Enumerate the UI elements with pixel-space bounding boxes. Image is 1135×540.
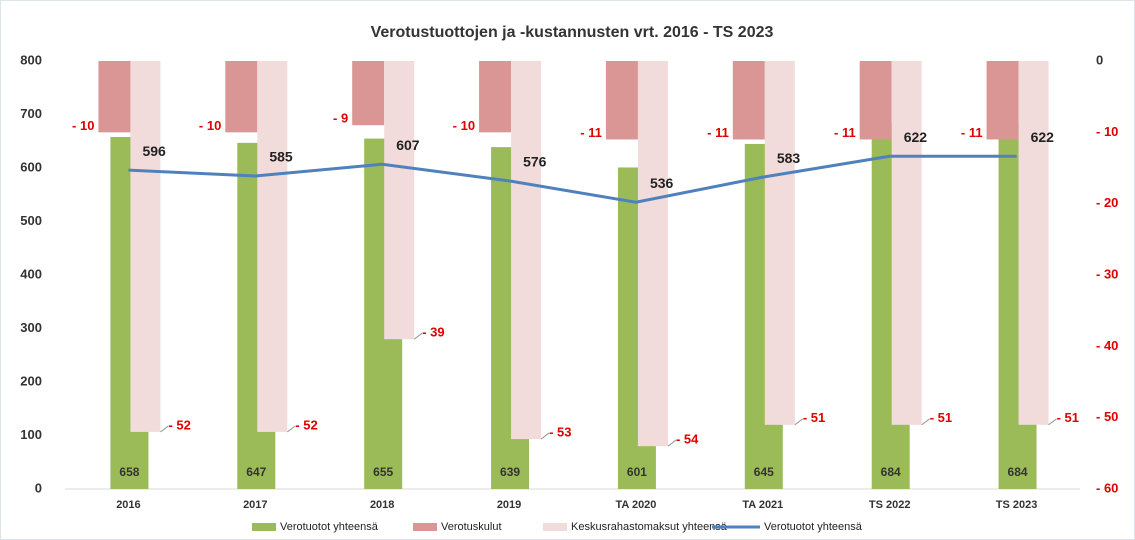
- data-label: 576: [523, 154, 547, 170]
- data-label: 536: [650, 175, 674, 191]
- y2-tick-label: 0: [1096, 52, 1103, 67]
- data-label: 596: [142, 143, 166, 159]
- data-label: 645: [754, 465, 774, 479]
- bar: [257, 61, 288, 432]
- y-tick-label: 400: [20, 266, 42, 281]
- y2-tick-label: - 10: [1096, 124, 1118, 139]
- data-label: - 39: [422, 325, 444, 340]
- data-label: 607: [396, 137, 420, 153]
- data-label: - 11: [580, 125, 602, 140]
- data-label: 684: [881, 465, 901, 479]
- x-tick-label: 2018: [370, 499, 394, 511]
- data-label: - 10: [199, 118, 221, 133]
- y-tick-label: 300: [20, 320, 42, 335]
- bar: [637, 61, 668, 447]
- data-label: 684: [1008, 465, 1028, 479]
- data-label: - 9: [333, 111, 348, 126]
- bar: [511, 61, 542, 440]
- x-tick-label: TA 2020: [615, 499, 656, 511]
- leader-line: [667, 439, 677, 447]
- y-tick-label: 200: [20, 373, 42, 388]
- data-label: 655: [373, 465, 393, 479]
- data-label: - 51: [1057, 410, 1079, 425]
- y-tick-label: 600: [20, 159, 42, 174]
- bar: [98, 61, 131, 133]
- y2-tick-label: - 30: [1096, 266, 1118, 281]
- bar: [384, 61, 415, 340]
- data-label: - 51: [930, 410, 952, 425]
- data-label: - 51: [803, 410, 825, 425]
- y2-tick-label: - 20: [1096, 195, 1118, 210]
- legend-swatch: [543, 523, 567, 531]
- data-label: 601: [627, 465, 647, 479]
- x-tick-label: 2016: [116, 499, 140, 511]
- chart-title: Verotustuottojen ja -kustannusten vrt. 2…: [371, 24, 774, 41]
- data-label: 622: [904, 129, 928, 145]
- leader-line: [287, 425, 296, 433]
- bar: [479, 61, 512, 133]
- legend-label: Verotuotot yhteensä: [280, 521, 379, 533]
- data-label: 622: [1031, 129, 1055, 145]
- bar: [605, 61, 638, 140]
- y-tick-label: 500: [20, 213, 42, 228]
- data-label: - 52: [295, 417, 317, 432]
- bar: [130, 61, 161, 432]
- data-label: - 11: [961, 125, 983, 140]
- data-label: 585: [269, 149, 293, 165]
- y2-tick-label: - 60: [1096, 480, 1118, 495]
- data-label: - 10: [453, 118, 475, 133]
- leader-line: [1048, 418, 1057, 426]
- data-label: - 54: [676, 432, 699, 447]
- x-tick-label: TS 2022: [869, 499, 911, 511]
- legend-swatch: [252, 523, 276, 531]
- legend-label: Verotuotot yhteensä: [764, 521, 863, 533]
- data-label: 658: [119, 465, 139, 479]
- x-tick-label: 2019: [497, 499, 521, 511]
- data-label: - 52: [168, 417, 190, 432]
- x-tick-label: TA 2021: [742, 499, 783, 511]
- legend-swatch: [413, 523, 437, 531]
- y-tick-label: 100: [20, 427, 42, 442]
- line: [128, 154, 1017, 204]
- bar: [1018, 61, 1049, 425]
- bar: [352, 61, 385, 126]
- x-tick-label: 2017: [243, 499, 267, 511]
- leader-line: [413, 332, 423, 340]
- data-label: - 11: [834, 125, 856, 140]
- leader-line: [921, 418, 930, 426]
- data-label: - 11: [707, 125, 729, 140]
- data-label: 647: [246, 465, 266, 479]
- leader-line: [160, 425, 169, 433]
- data-label: - 53: [549, 425, 571, 440]
- data-label: - 10: [72, 118, 94, 133]
- y2-tick-label: - 50: [1096, 409, 1118, 424]
- y-tick-label: 0: [35, 480, 42, 495]
- legend-label: Verotuskulut: [441, 521, 502, 533]
- bar: [764, 61, 795, 425]
- bar: [859, 61, 892, 140]
- x-tick-label: TS 2023: [996, 499, 1038, 511]
- leader-line: [540, 432, 550, 440]
- bar: [891, 61, 922, 425]
- data-label: 639: [500, 465, 520, 479]
- y2-tick-label: - 40: [1096, 338, 1118, 353]
- y-tick-label: 700: [20, 106, 42, 121]
- legend-label: Keskusrahastomaksut yhteensä: [571, 521, 728, 533]
- bar: [732, 61, 765, 140]
- bar: [225, 61, 258, 133]
- data-label: 583: [777, 150, 801, 166]
- leader-line: [794, 418, 804, 426]
- bar: [986, 61, 1019, 140]
- y-tick-label: 800: [20, 52, 42, 67]
